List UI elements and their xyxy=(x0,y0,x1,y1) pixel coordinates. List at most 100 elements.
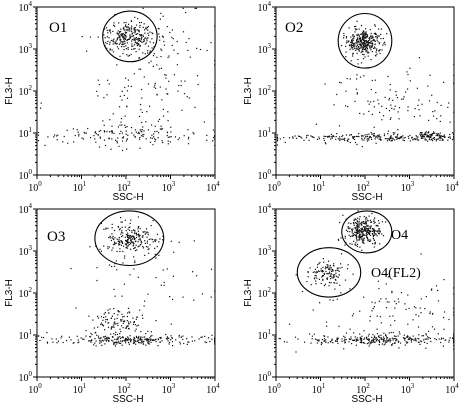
data-point xyxy=(137,42,139,44)
data-point xyxy=(315,280,317,282)
data-point xyxy=(365,51,367,53)
data-point xyxy=(115,43,117,45)
data-point xyxy=(126,42,128,44)
data-point xyxy=(412,319,414,321)
data-point xyxy=(433,115,435,117)
data-point xyxy=(113,333,115,335)
data-point xyxy=(127,30,129,32)
data-point xyxy=(150,338,152,340)
data-point xyxy=(440,115,442,117)
data-point xyxy=(360,221,363,223)
plot-frame xyxy=(36,208,216,378)
data-point xyxy=(193,240,195,242)
data-point xyxy=(94,131,97,133)
data-point xyxy=(104,312,106,314)
data-point xyxy=(112,235,114,237)
data-point xyxy=(438,135,440,137)
data-point xyxy=(72,342,74,344)
gate-ellipse xyxy=(337,12,393,69)
data-point xyxy=(114,25,116,27)
data-point xyxy=(390,331,392,334)
data-point xyxy=(288,137,291,139)
x-tick-label: 101 xyxy=(312,382,326,396)
data-point xyxy=(371,51,373,53)
y-tick-label: 100 xyxy=(258,168,272,182)
data-point xyxy=(431,138,433,140)
data-point xyxy=(178,241,180,243)
data-point xyxy=(369,239,371,241)
data-point xyxy=(322,266,324,268)
data-point xyxy=(379,243,381,245)
data-point xyxy=(109,49,111,51)
data-point xyxy=(375,225,377,227)
data-point xyxy=(109,30,111,32)
data-point xyxy=(159,238,161,240)
data-point xyxy=(359,44,361,46)
data-point xyxy=(140,34,142,37)
data-point xyxy=(138,39,140,41)
data-point xyxy=(378,340,380,342)
data-point xyxy=(138,225,140,228)
data-point xyxy=(160,48,162,50)
data-point xyxy=(405,91,407,93)
data-point xyxy=(312,271,314,273)
data-point xyxy=(378,222,380,224)
data-point xyxy=(388,138,390,140)
data-point xyxy=(324,266,327,268)
data-point xyxy=(374,234,376,236)
data-point xyxy=(346,78,348,80)
data-point xyxy=(120,233,122,235)
data-point xyxy=(338,239,340,241)
data-point xyxy=(139,339,141,341)
data-point xyxy=(408,307,410,309)
data-point xyxy=(453,133,455,136)
data-point xyxy=(363,54,365,56)
data-point xyxy=(387,340,389,342)
data-point xyxy=(61,335,63,337)
data-point xyxy=(143,231,145,233)
data-point xyxy=(370,240,372,242)
data-point xyxy=(210,42,212,44)
data-point xyxy=(166,26,168,28)
data-point xyxy=(350,336,352,338)
data-point xyxy=(362,46,364,48)
data-point xyxy=(43,337,45,339)
data-point xyxy=(276,134,279,136)
data-point xyxy=(396,97,399,99)
data-point xyxy=(110,328,112,330)
data-point xyxy=(326,273,328,275)
data-point xyxy=(376,333,379,335)
data-point xyxy=(351,315,354,317)
data-point xyxy=(431,313,434,315)
data-point xyxy=(359,336,361,338)
data-point xyxy=(323,272,325,275)
data-point xyxy=(346,268,349,270)
data-point xyxy=(292,136,294,138)
data-point xyxy=(363,338,365,340)
data-point xyxy=(361,335,363,337)
data-point xyxy=(140,135,142,137)
data-point xyxy=(129,242,131,244)
data-point xyxy=(389,137,391,140)
data-point xyxy=(148,62,150,64)
data-point xyxy=(283,341,285,343)
data-point xyxy=(155,239,157,241)
data-point xyxy=(57,134,59,136)
data-point xyxy=(126,234,128,236)
data-point xyxy=(345,332,348,334)
data-point xyxy=(415,340,417,342)
data-point xyxy=(91,339,93,341)
data-point xyxy=(123,28,125,30)
data-point xyxy=(113,322,115,324)
data-point xyxy=(383,337,385,340)
data-point xyxy=(119,229,121,231)
data-point xyxy=(214,83,216,86)
data-point xyxy=(146,38,148,40)
data-point xyxy=(378,43,380,45)
data-point xyxy=(437,138,439,140)
data-point xyxy=(160,284,162,286)
data-point xyxy=(453,111,455,113)
data-point xyxy=(355,344,357,346)
data-point xyxy=(432,137,434,139)
data-point xyxy=(119,248,121,250)
